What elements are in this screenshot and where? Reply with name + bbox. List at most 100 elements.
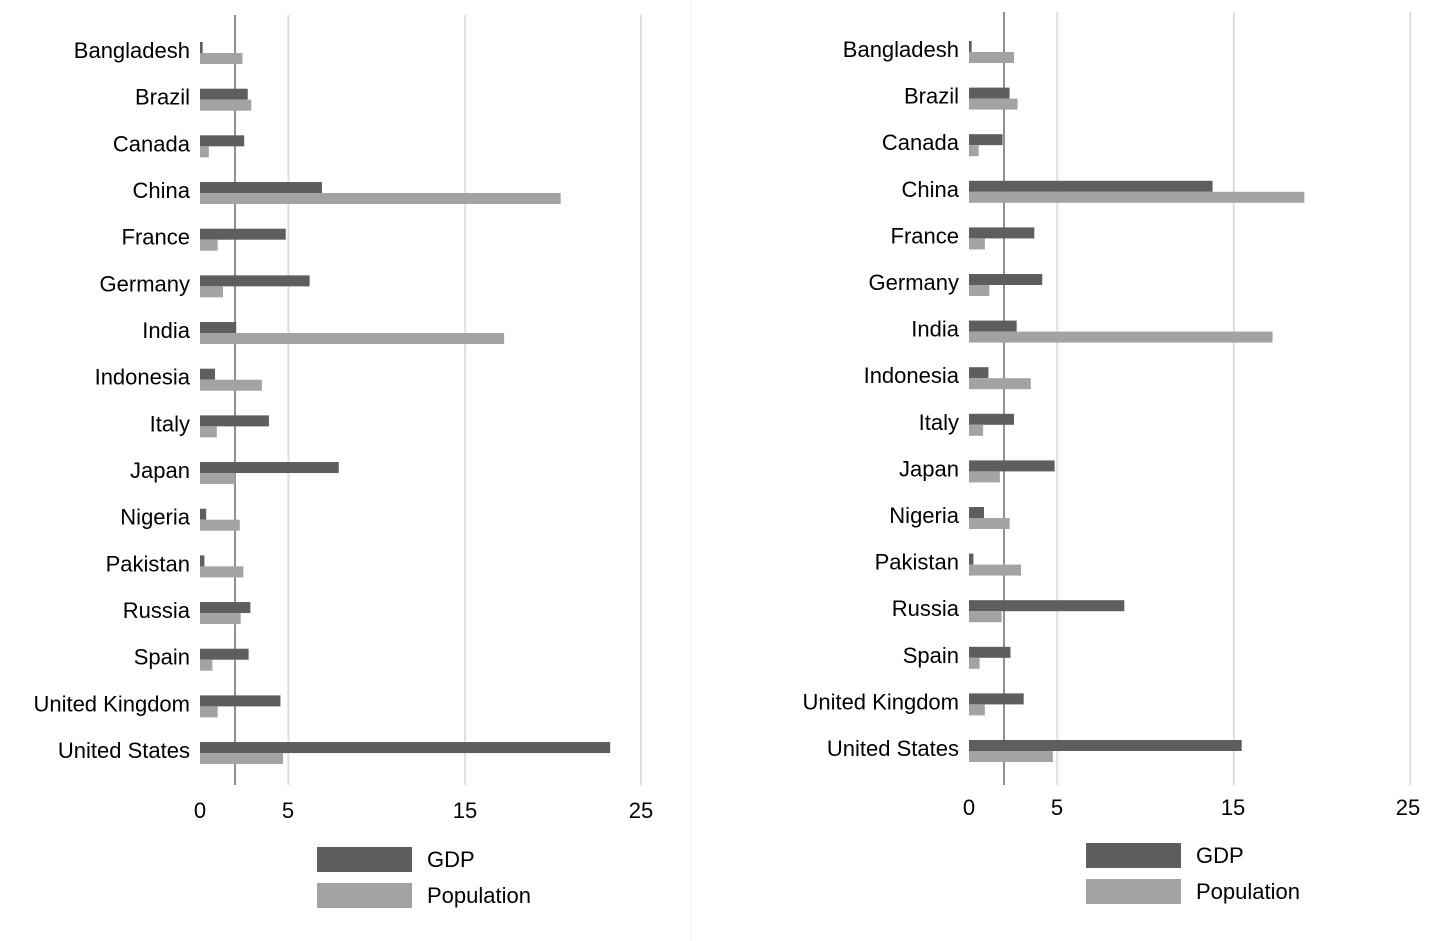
population-bar xyxy=(200,753,284,765)
category-label: Russia xyxy=(892,596,960,621)
category-label: Nigeria xyxy=(120,505,190,530)
category-row: Spain xyxy=(903,643,1011,669)
gdp-bar xyxy=(969,274,1043,285)
population-bar xyxy=(969,378,1031,390)
population-bar xyxy=(200,239,218,251)
category-row: Russia xyxy=(892,596,1125,623)
gdp-bar xyxy=(200,648,249,660)
category-row: United States xyxy=(58,738,611,765)
category-row: Germany xyxy=(869,270,1043,296)
gdp-bar xyxy=(969,227,1035,239)
population-bar xyxy=(969,471,1000,483)
legend-label: Population xyxy=(1196,879,1300,904)
category-row: United Kingdom xyxy=(33,691,281,718)
category-row: Indonesia xyxy=(95,365,262,391)
category-label: Bangladesh xyxy=(843,37,959,62)
x-tick-label: 25 xyxy=(1396,795,1420,820)
category-row: Russia xyxy=(123,598,251,625)
category-row: Italy xyxy=(919,410,1015,436)
category-row: Canada xyxy=(113,131,245,158)
population-bar xyxy=(969,238,985,250)
chart-panel-2: Bangladesh Brazil Canada China France Germany… xyxy=(802,12,1420,904)
category-label: Indonesia xyxy=(864,363,960,388)
category-row: United States xyxy=(827,736,1242,762)
population-bar xyxy=(969,145,979,157)
category-row: France xyxy=(122,225,286,251)
gdp-bar xyxy=(200,695,281,707)
category-row: Nigeria xyxy=(889,503,1010,529)
x-tick-label: 0 xyxy=(194,798,206,823)
gdp-bar xyxy=(969,693,1024,705)
gdp-bar xyxy=(200,602,251,614)
population-bar xyxy=(969,331,1273,343)
population-bar xyxy=(969,611,1002,623)
population-bar xyxy=(200,659,213,671)
category-label: Pakistan xyxy=(875,550,959,575)
category-label: United States xyxy=(58,738,190,763)
category-row: China xyxy=(902,177,1305,203)
population-bar xyxy=(969,424,984,436)
population-bar xyxy=(200,53,243,64)
legend-swatch xyxy=(1086,843,1181,868)
population-bar xyxy=(969,518,1010,529)
population-bar xyxy=(200,519,240,531)
gdp-bar xyxy=(969,87,1010,99)
x-tick-label: 15 xyxy=(453,798,477,823)
population-bar xyxy=(969,704,985,716)
category-row: Italy xyxy=(150,411,269,438)
category-label: Nigeria xyxy=(889,503,959,528)
category-label: United Kingdom xyxy=(802,689,959,714)
category-row: Pakistan xyxy=(875,550,1022,576)
gdp-bar xyxy=(200,322,237,334)
gdp-bar xyxy=(969,367,989,379)
category-row: Japan xyxy=(130,458,339,485)
category-label: Japan xyxy=(130,458,190,483)
population-bar xyxy=(200,193,561,205)
gdp-bar xyxy=(969,507,985,518)
gdp-bar xyxy=(200,228,286,240)
legend: GDP Population xyxy=(1086,843,1300,904)
category-row: Spain xyxy=(134,645,249,671)
category-row: India xyxy=(142,318,505,345)
category-row: Canada xyxy=(882,130,1003,157)
gdp-bar xyxy=(200,368,216,380)
chart-panel-1: Bangladesh Brazil Canada China France Germany… xyxy=(33,15,653,908)
gdp-bar xyxy=(200,182,322,194)
category-row: Nigeria xyxy=(120,505,240,531)
gdp-bar xyxy=(200,415,269,427)
category-label: Italy xyxy=(919,410,959,435)
population-bar xyxy=(969,98,1018,110)
gdp-bar xyxy=(969,646,1011,658)
category-label: China xyxy=(133,178,191,203)
gdp-bar xyxy=(200,555,205,567)
category-label: United Kingdom xyxy=(33,691,190,716)
gdp-bar xyxy=(200,462,339,474)
category-row: Bangladesh xyxy=(74,38,243,64)
gdp-bar xyxy=(200,135,245,147)
category-label: United States xyxy=(827,736,959,761)
gdp-bar xyxy=(969,413,1015,425)
x-tick-label: 0 xyxy=(963,795,975,820)
legend-label: Population xyxy=(427,883,531,908)
category-label: Spain xyxy=(134,645,190,670)
category-label: Germany xyxy=(100,271,190,296)
category-label: Canada xyxy=(882,130,960,155)
category-row: Pakistan xyxy=(106,551,244,578)
category-label: Bangladesh xyxy=(74,38,190,63)
population-bar xyxy=(200,146,209,158)
x-tick-label: 25 xyxy=(629,798,653,823)
category-row: Brazil xyxy=(135,85,252,111)
category-label: China xyxy=(902,177,960,202)
category-label: India xyxy=(142,318,190,343)
population-bar xyxy=(969,191,1305,203)
category-row: Brazil xyxy=(904,84,1018,110)
category-label: Spain xyxy=(903,643,959,668)
category-row: India xyxy=(911,317,1273,343)
panel-divider xyxy=(690,0,691,941)
population-bar xyxy=(969,751,1053,762)
population-bar xyxy=(200,566,244,578)
x-tick-label: 5 xyxy=(1051,795,1063,820)
gdp-bar xyxy=(200,742,611,754)
